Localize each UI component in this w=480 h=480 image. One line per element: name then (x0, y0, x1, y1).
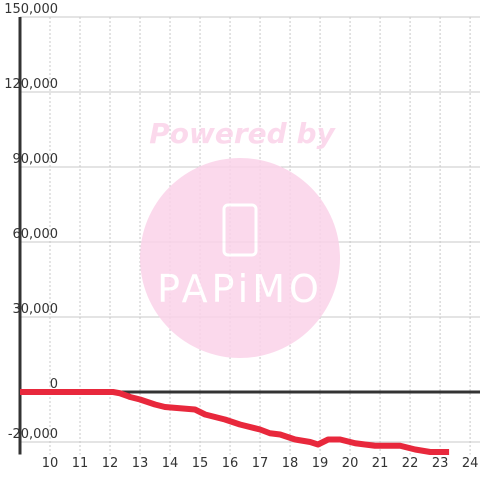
data-line (20, 389, 450, 455)
x-tick-label: 24 (462, 456, 479, 471)
y-tick-label: 30,000 (13, 302, 59, 317)
x-tick-label: 10 (42, 456, 59, 471)
y-tick-label: 60,000 (13, 227, 59, 242)
watermark-circle (140, 158, 340, 358)
y-tick-label: 150,000 (4, 2, 58, 17)
x-tick-label: 16 (222, 456, 239, 471)
x-tick-label: 18 (282, 456, 299, 471)
watermark-phone (222, 203, 258, 257)
x-tick-label: 12 (102, 456, 119, 471)
x-tick-label: 15 (192, 456, 209, 471)
x-tick-label: 11 (72, 456, 89, 471)
x-tick-label: 13 (132, 456, 149, 471)
x-tick-label: 14 (162, 456, 179, 471)
x-tick-label: 23 (432, 456, 449, 471)
y-tick-label: 0 (50, 377, 58, 392)
watermark-logo: PAPiMO (157, 267, 323, 311)
watermark-text: Powered by (149, 117, 336, 150)
y-tick-label: -20,000 (8, 427, 58, 442)
x-tick-label: 17 (252, 456, 269, 471)
grid (20, 16, 480, 455)
x-tick-label: 19 (312, 456, 329, 471)
y-tick-label: 90,000 (13, 152, 59, 167)
x-tick-label: 20 (342, 456, 359, 471)
watermark: Powered by PAPiMO (140, 117, 340, 358)
x-tick-label: 21 (372, 456, 389, 471)
x-tick-label: 22 (402, 456, 419, 471)
y-tick-label: 120,000 (4, 77, 58, 92)
